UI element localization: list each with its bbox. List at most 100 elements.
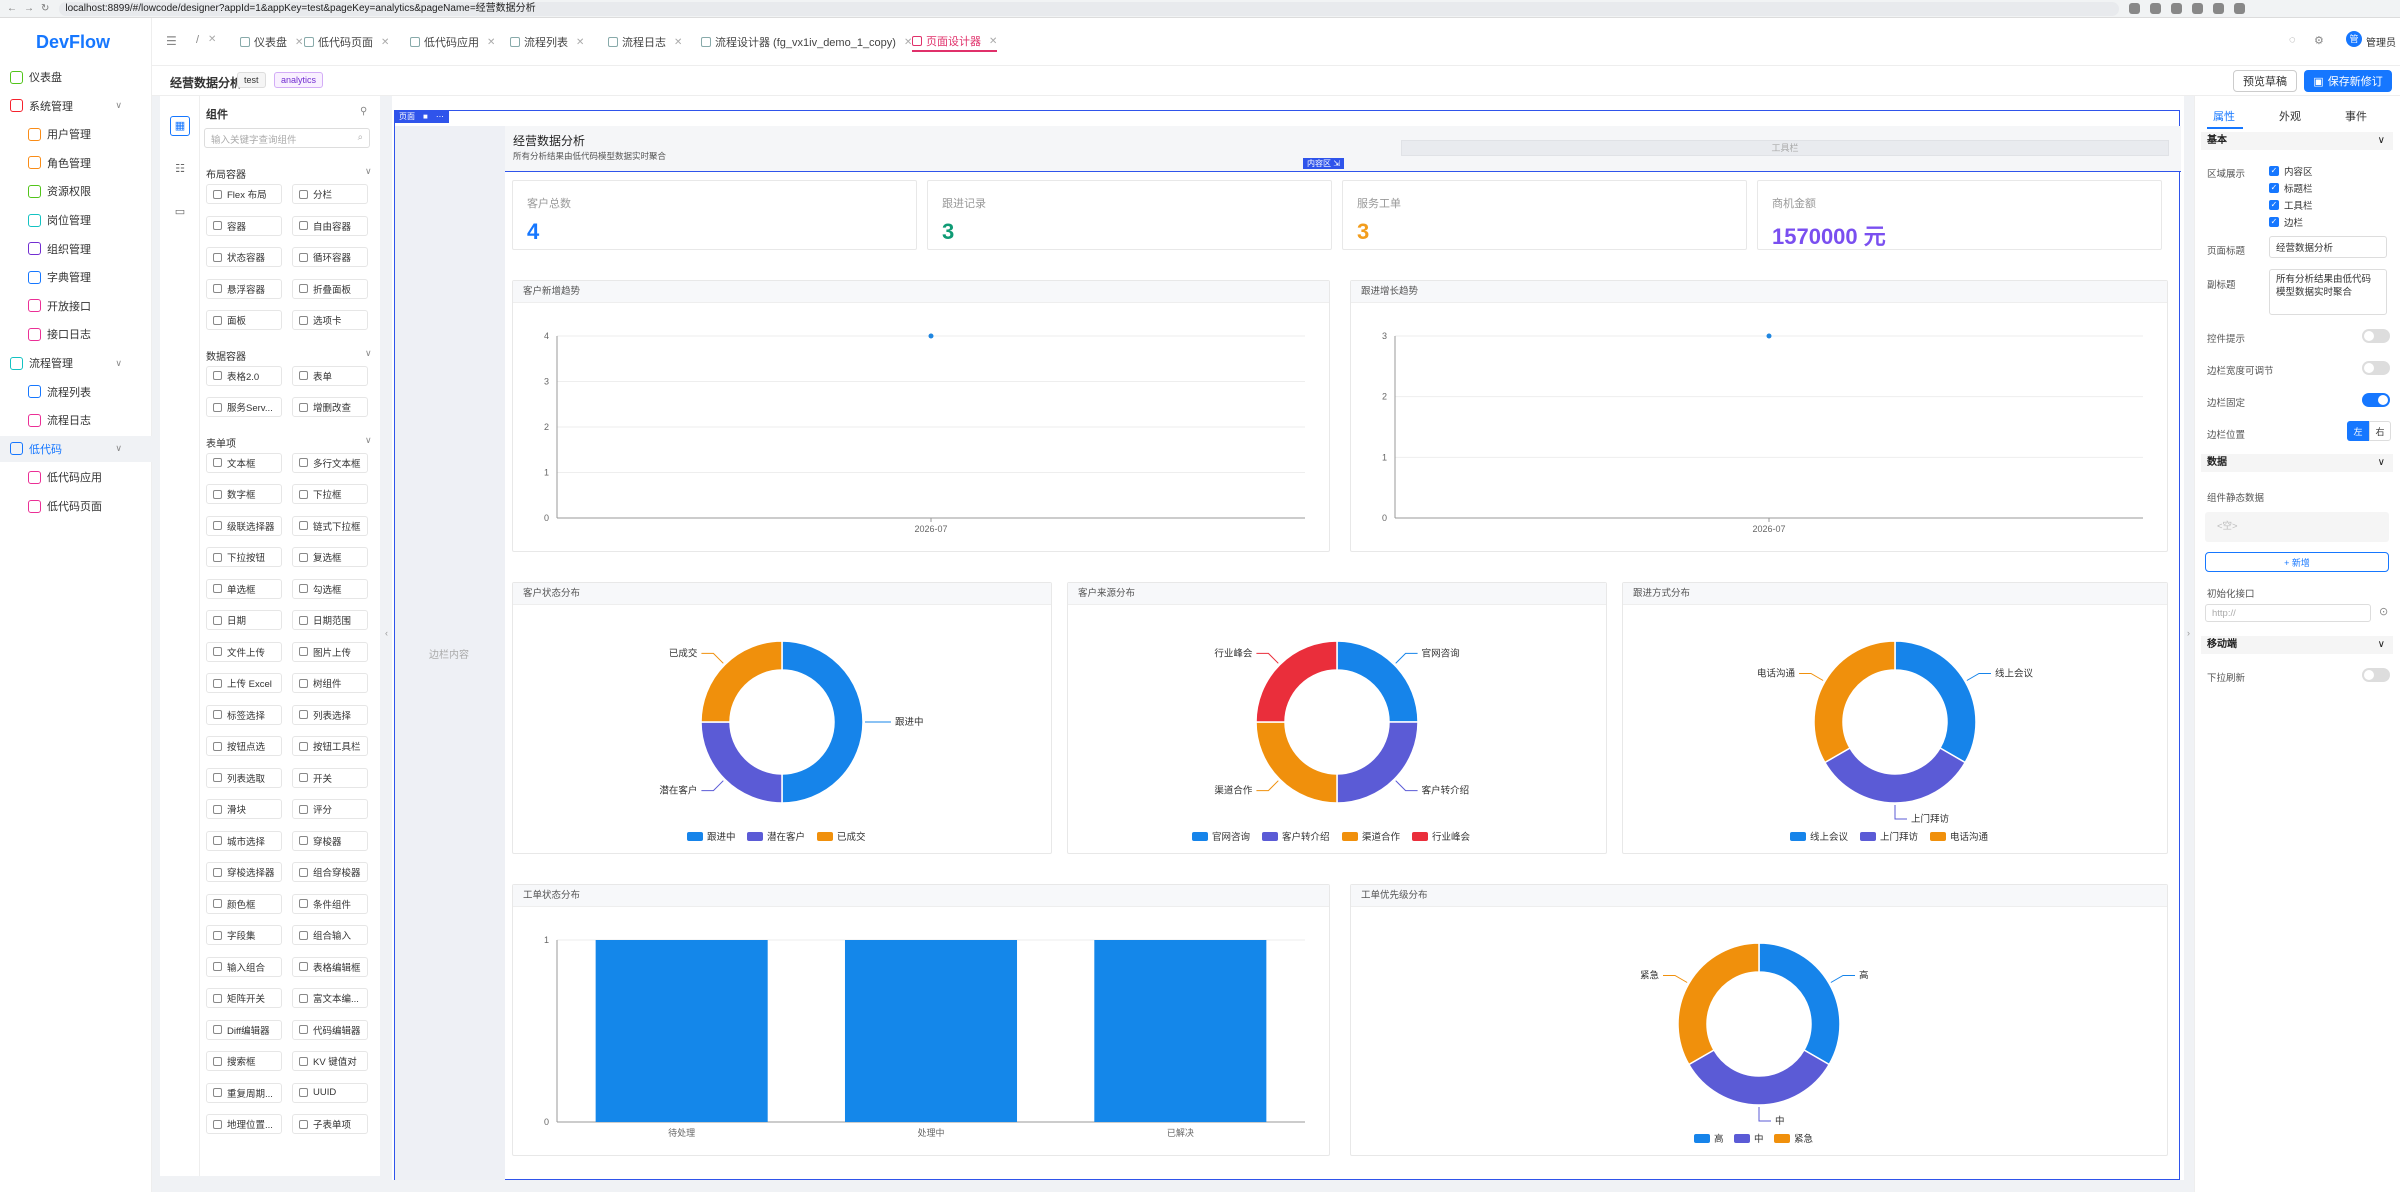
pin-icon[interactable]: ⚲ bbox=[360, 106, 368, 117]
aside-region[interactable]: 边栏内容 bbox=[395, 126, 505, 1180]
pie-slice[interactable] bbox=[1894, 640, 1977, 764]
extension-icon[interactable] bbox=[2171, 3, 2183, 14]
component-item[interactable]: 增删改查 bbox=[292, 397, 368, 417]
position-right-button[interactable]: 右 bbox=[2369, 421, 2391, 441]
component-item[interactable]: 穿梭选择器 bbox=[206, 862, 282, 882]
tab-properties[interactable]: 属性 bbox=[2213, 111, 2235, 123]
component-item[interactable]: 城市选择 bbox=[206, 830, 282, 851]
component-item[interactable]: 按钮工具栏 bbox=[292, 736, 368, 756]
component-item[interactable]: 文件上传 bbox=[206, 641, 282, 662]
menu-toggle-icon[interactable]: ☰ bbox=[166, 34, 177, 48]
preview-button[interactable]: 预览草稿 bbox=[2233, 70, 2297, 92]
component-item[interactable]: 评分 bbox=[292, 799, 368, 819]
save-button[interactable]: ▣ 保存新修订 bbox=[2304, 70, 2392, 92]
component-item[interactable]: 数字框 bbox=[206, 484, 282, 504]
close-icon[interactable]: ✕ bbox=[487, 36, 496, 48]
component-item[interactable]: 级联选择器 bbox=[206, 515, 282, 536]
component-item[interactable]: 日期范围 bbox=[292, 610, 368, 630]
component-item[interactable]: 折叠面板 bbox=[292, 278, 368, 299]
component-item[interactable]: 多行文本框 bbox=[292, 452, 368, 473]
section-mobile[interactable]: 移动端 ∨ bbox=[2201, 636, 2393, 654]
pie-slice[interactable] bbox=[1677, 942, 1760, 1066]
sidebar-item[interactable]: 资源权限 bbox=[0, 178, 152, 204]
component-item[interactable]: 输入组合 bbox=[206, 956, 282, 977]
design-canvas[interactable]: 页面 ■ ⋯ 边栏内容 经营数据分析 所有分析结果由低代码模型数据实时聚合 内容区 … bbox=[392, 96, 2184, 1180]
component-item[interactable]: 按钮点选 bbox=[206, 736, 282, 756]
collapse-left-icon[interactable]: ‹ bbox=[385, 628, 388, 638]
component-item[interactable]: 文本框 bbox=[206, 452, 282, 473]
close-icon[interactable]: ✕ bbox=[989, 35, 998, 47]
component-item[interactable]: 图片上传 bbox=[292, 641, 368, 662]
fixed-toggle[interactable] bbox=[2362, 393, 2390, 407]
component-item[interactable]: 单选框 bbox=[206, 578, 282, 599]
bar[interactable] bbox=[595, 940, 768, 1122]
position-left-button[interactable]: 左 bbox=[2347, 421, 2369, 441]
component-item[interactable]: 组合穿梭器 bbox=[292, 862, 368, 882]
collapse-right-icon[interactable]: › bbox=[2187, 628, 2190, 638]
pie-slice[interactable] bbox=[700, 640, 783, 723]
tab-item[interactable]: 流程日志 ✕ bbox=[608, 32, 682, 52]
component-item[interactable]: 复选框 bbox=[292, 547, 368, 567]
pie-slice[interactable] bbox=[1687, 1048, 1831, 1106]
hint-toggle[interactable] bbox=[2362, 329, 2390, 343]
component-item[interactable]: 服务Serv... bbox=[206, 397, 282, 417]
component-item[interactable]: UUID bbox=[292, 1082, 368, 1103]
component-item[interactable]: 条件组件 bbox=[292, 893, 368, 914]
component-item[interactable]: 标签选择 bbox=[206, 704, 282, 725]
address-bar[interactable]: localhost:8899/#/lowcode/designer?appId=… bbox=[59, 1, 2120, 16]
tab-item[interactable]: 流程设计器 (fg_vx1iv_demo_1_copy) ✕ bbox=[701, 32, 912, 52]
pull-refresh-toggle[interactable] bbox=[2362, 668, 2390, 682]
component-item[interactable]: 自由容器 bbox=[292, 215, 368, 236]
component-item[interactable]: 代码编辑器 bbox=[292, 1019, 368, 1040]
component-item[interactable]: 重复周期... bbox=[206, 1082, 282, 1103]
chart-svg[interactable]: 0 1 2 3 4 2026-07 bbox=[513, 304, 1329, 552]
user-name[interactable]: 管理员 bbox=[2366, 38, 2396, 49]
tab-events[interactable]: 事件 bbox=[2345, 111, 2367, 123]
component-item[interactable]: 面板 bbox=[206, 310, 282, 330]
data-point[interactable] bbox=[928, 333, 934, 339]
components-icon[interactable]: ▦ bbox=[170, 116, 190, 136]
component-item[interactable]: 循环容器 bbox=[292, 247, 368, 267]
back-icon[interactable]: ← bbox=[7, 3, 17, 14]
component-item[interactable]: 字段集 bbox=[206, 925, 282, 945]
component-item[interactable]: 勾选框 bbox=[292, 578, 368, 599]
area-checkbox[interactable]: ✓ 工具栏 bbox=[2269, 198, 2313, 212]
settings-icon[interactable]: ⊙ bbox=[2379, 606, 2389, 618]
bar[interactable] bbox=[844, 940, 1018, 1122]
avatar[interactable]: 管 bbox=[2346, 31, 2362, 47]
sidebar-item[interactable]: 低代码 ∨ bbox=[0, 435, 152, 462]
component-item[interactable]: 搜索框 bbox=[206, 1051, 282, 1071]
bookmark-icon[interactable] bbox=[2150, 3, 2162, 14]
translate-icon[interactable] bbox=[2129, 3, 2141, 14]
sidebar-item[interactable]: 系统管理 ∨ bbox=[0, 93, 152, 119]
component-item[interactable]: 组合输入 bbox=[292, 925, 368, 945]
section-data[interactable]: 数据 ∨ bbox=[2201, 454, 2393, 472]
pie-slice[interactable] bbox=[1813, 640, 1896, 764]
component-item[interactable]: 开关 bbox=[292, 767, 368, 788]
component-item[interactable]: 表格编辑框 bbox=[292, 956, 368, 977]
sidebar-item[interactable]: 接口日志 bbox=[0, 321, 152, 347]
component-item[interactable]: 地理位置... bbox=[206, 1114, 282, 1134]
selection-badge[interactable]: 页面 ■ ⋯ bbox=[394, 110, 449, 123]
add-data-button[interactable]: + 新增 bbox=[2205, 552, 2389, 572]
component-item[interactable]: 下拉框 bbox=[292, 484, 368, 504]
outline-icon[interactable]: ☷ bbox=[175, 163, 185, 175]
component-item[interactable]: 矩阵开关 bbox=[206, 988, 282, 1008]
component-item[interactable]: KV 键值对 bbox=[292, 1051, 368, 1071]
area-checkbox[interactable]: ✓ 标题栏 bbox=[2269, 181, 2313, 195]
sidebar-item[interactable]: 组织管理 bbox=[0, 236, 152, 262]
extension-icon[interactable] bbox=[2192, 3, 2204, 14]
code-icon[interactable]: ▭ bbox=[174, 206, 186, 218]
page-title-input[interactable]: 经营数据分析 bbox=[2269, 236, 2387, 258]
chart-svg[interactable]: 高中紧急高中紧急 bbox=[1351, 908, 2167, 1156]
close-icon[interactable]: ✕ bbox=[381, 36, 390, 48]
title-bar[interactable]: 经营数据分析 所有分析结果由低代码模型数据实时聚合 内容区 ⇲ 工具栏 bbox=[505, 126, 2181, 172]
reload-icon[interactable]: ↻ bbox=[41, 3, 50, 14]
extension-icon[interactable] bbox=[2213, 3, 2225, 14]
sidebar-item[interactable]: 仪表盘 bbox=[0, 64, 152, 90]
sidebar-item[interactable]: 角色管理 bbox=[0, 150, 152, 176]
component-item[interactable]: 上传 Excel bbox=[206, 673, 282, 693]
